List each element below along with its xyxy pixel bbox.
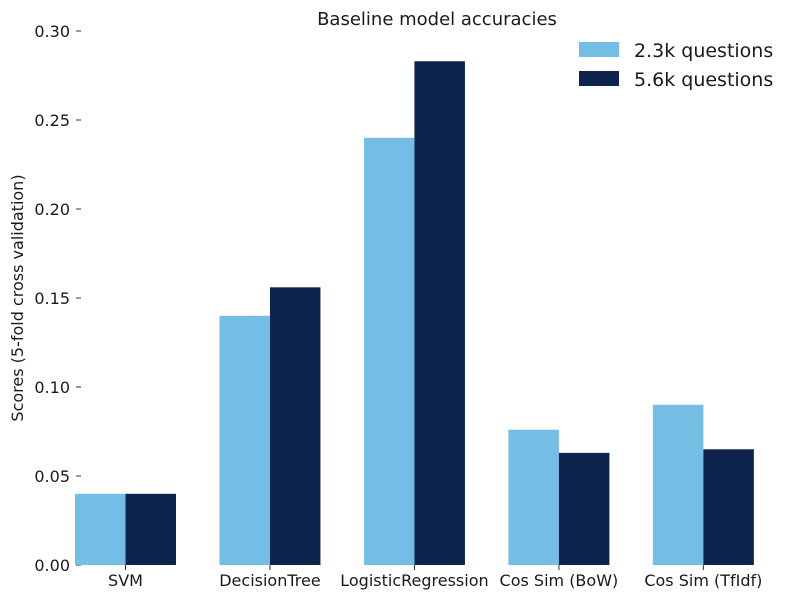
x-tick-label: DecisionTree [219, 571, 320, 590]
bar-series1 [219, 315, 270, 565]
bar-series2 [269, 287, 321, 565]
legend: 2.3k questions 5.6k questions [579, 40, 773, 91]
x-axis: SVM DecisionTree LogisticRegression Cos Sim… [108, 565, 762, 590]
y-tick-label: 0.30 [34, 22, 70, 41]
legend-swatch [579, 71, 619, 86]
bar-series2 [414, 61, 465, 565]
y-tick-label: 0.25 [34, 111, 70, 130]
x-tick-label: Cos Sim (TfIdf) [644, 571, 762, 590]
bar-series1 [652, 404, 704, 565]
bar-series1 [75, 493, 126, 565]
y-axis-label: Scores (5-fold cross validation) [8, 174, 27, 421]
bar-series1 [363, 137, 415, 566]
y-tick-label: 0.00 [34, 556, 70, 575]
x-tick-label: SVM [108, 571, 143, 590]
y-tick-label: 0.10 [34, 378, 70, 397]
bar-series2 [703, 449, 754, 565]
chart-title: Baseline model accuracies [317, 9, 557, 30]
bars [75, 61, 754, 566]
x-tick-label: LogisticRegression [340, 571, 488, 590]
y-tick-label: 0.15 [34, 289, 70, 308]
bar-series2 [558, 452, 610, 565]
bar-series1 [508, 429, 559, 565]
legend-label: 2.3k questions [634, 40, 773, 62]
y-axis: 0.00 0.05 0.10 0.15 0.20 0.25 0.30 [34, 22, 81, 575]
legend-swatch [579, 42, 619, 57]
x-tick-label: Cos Sim (BoW) [500, 571, 619, 590]
bar-series2 [125, 493, 176, 565]
y-tick-label: 0.20 [34, 200, 70, 219]
legend-label: 5.6k questions [634, 69, 773, 91]
y-tick-label: 0.05 [34, 467, 70, 486]
